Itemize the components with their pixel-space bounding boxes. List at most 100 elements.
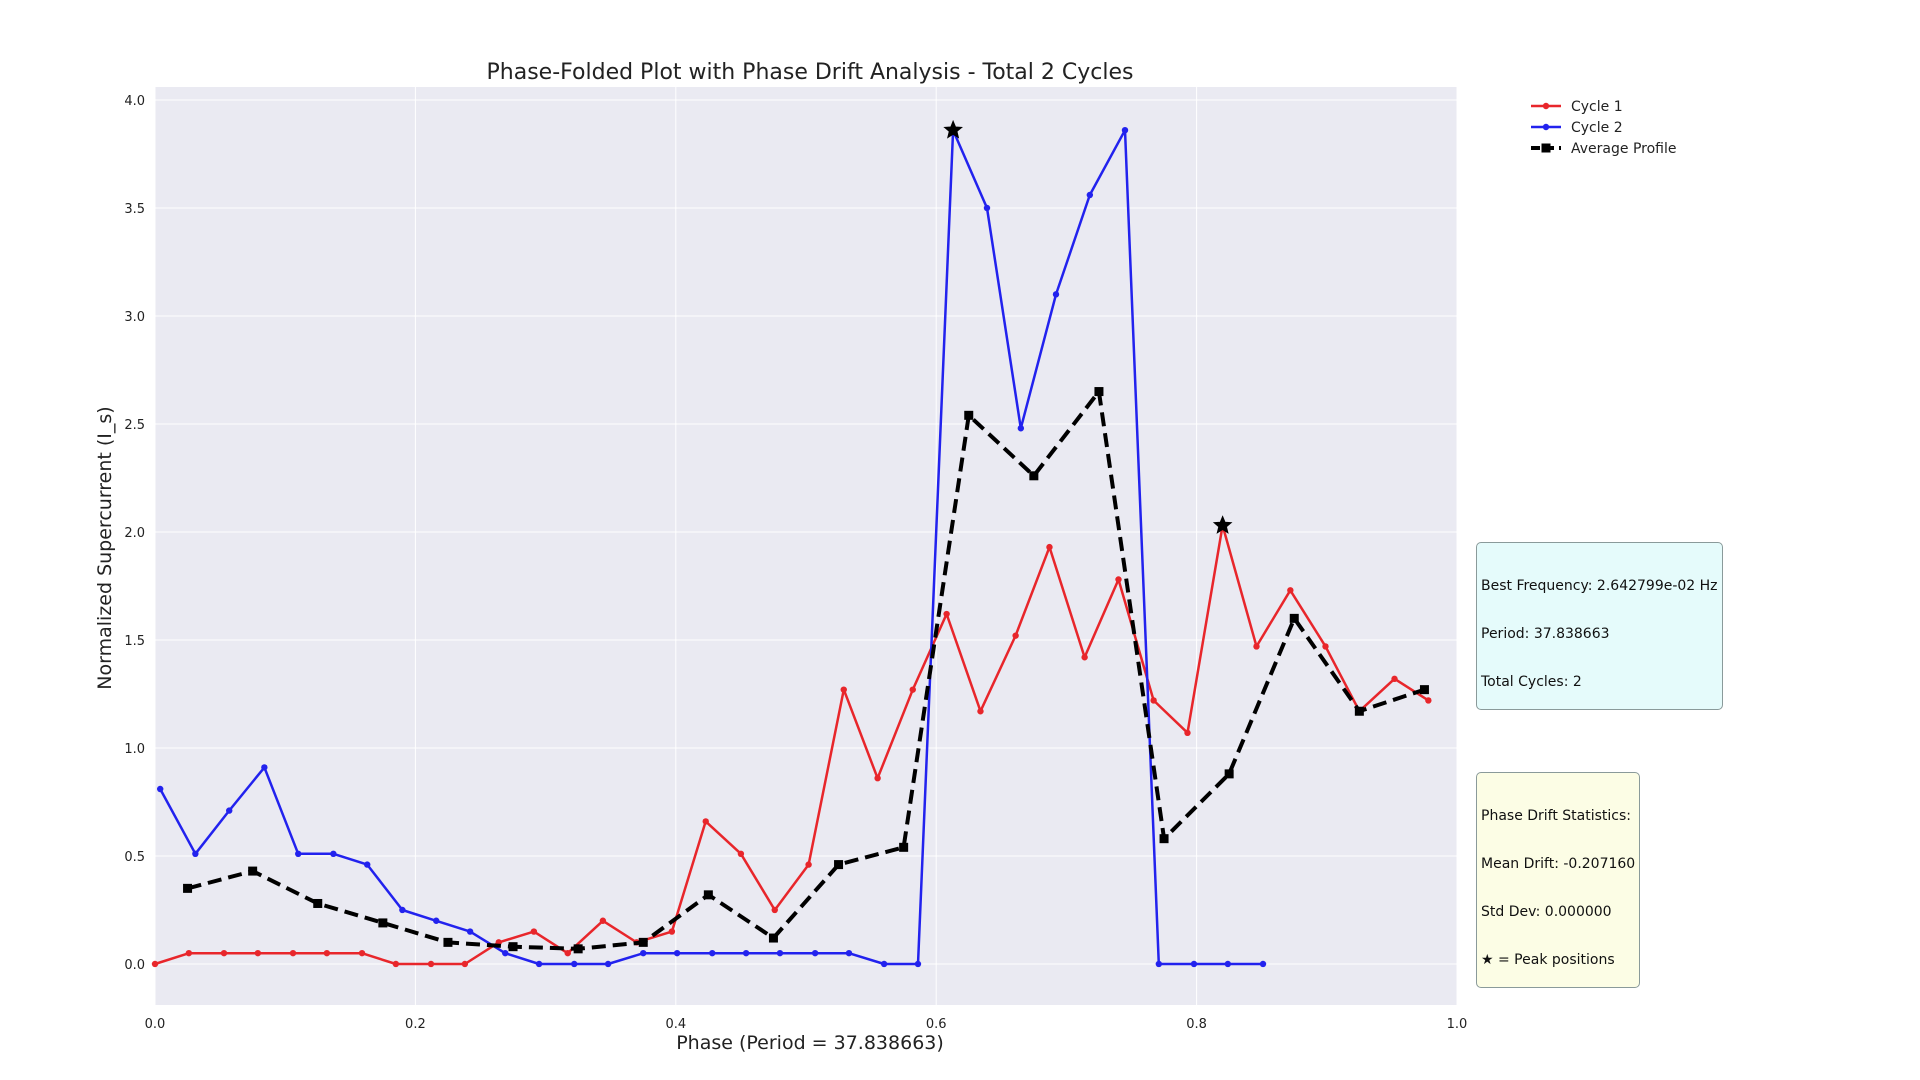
data-point bbox=[805, 861, 812, 868]
data-point bbox=[776, 949, 784, 957]
data-point bbox=[323, 949, 331, 957]
data-point bbox=[1190, 960, 1198, 968]
data-point bbox=[254, 949, 262, 957]
data-point bbox=[1287, 587, 1294, 594]
data-point bbox=[443, 937, 453, 947]
data-point bbox=[742, 949, 750, 957]
data-point bbox=[703, 890, 713, 900]
data-point bbox=[943, 610, 950, 618]
data-point bbox=[508, 942, 518, 952]
data-point bbox=[899, 842, 909, 852]
data-point bbox=[502, 949, 509, 957]
data-point bbox=[1081, 654, 1088, 661]
data-point bbox=[1184, 729, 1191, 737]
data-point bbox=[183, 883, 193, 893]
std-dev-line: Std Dev: 0.000000 bbox=[1481, 904, 1612, 920]
data-point bbox=[358, 949, 366, 957]
legend-swatch-marker bbox=[1542, 123, 1550, 131]
data-point bbox=[1115, 576, 1122, 583]
data-point bbox=[1017, 425, 1025, 432]
x-tick-label: 1.0 bbox=[1447, 1017, 1468, 1032]
data-point bbox=[295, 850, 302, 857]
series-layer bbox=[151, 127, 1432, 968]
data-point bbox=[1086, 191, 1094, 199]
data-point bbox=[1029, 471, 1039, 481]
y-tick-label: 0.5 bbox=[124, 850, 145, 865]
data-point bbox=[977, 708, 984, 715]
data-point bbox=[364, 861, 371, 868]
data-point bbox=[1419, 685, 1429, 695]
y-tick-label: 4.0 bbox=[124, 94, 145, 109]
data-point bbox=[1391, 675, 1398, 683]
data-point bbox=[640, 949, 647, 957]
chart-title: Phase-Folded Plot with Phase Drift Analy… bbox=[487, 60, 1134, 85]
x-tick-label: 0.6 bbox=[926, 1017, 947, 1032]
data-point bbox=[983, 204, 991, 212]
data-point bbox=[530, 928, 538, 935]
cycles-info-line: Total Cycles: 2 bbox=[1481, 674, 1582, 690]
data-point bbox=[1354, 706, 1364, 716]
data-point bbox=[399, 906, 406, 914]
data-point bbox=[1121, 127, 1129, 134]
y-tick-label: 3.0 bbox=[124, 310, 145, 325]
data-point bbox=[1289, 613, 1299, 623]
legend-item-cycle-2: Cycle 2 bbox=[1531, 120, 1623, 136]
y-tick-label: 2.5 bbox=[124, 418, 145, 433]
data-point bbox=[157, 785, 164, 793]
legend: Cycle 1 Cycle 2 Average Profile bbox=[1531, 99, 1676, 157]
series-cycle-1 bbox=[151, 522, 1432, 968]
period-info-line: Period: 37.838663 bbox=[1481, 626, 1610, 642]
data-point bbox=[668, 928, 676, 935]
grid bbox=[154, 87, 1458, 1005]
axis-ticks: 0.0 0.2 0.4 0.6 0.8 1.0 0.0 0.5 1.0 1.5 2.0 2.5 3.0 3… bbox=[124, 94, 1467, 1032]
legend-item-average-profile: Average Profile bbox=[1531, 141, 1676, 157]
series-line-average-profile bbox=[187, 389, 1426, 951]
x-tick-label: 0.2 bbox=[405, 1017, 426, 1032]
data-point bbox=[261, 764, 268, 771]
data-point bbox=[914, 960, 922, 968]
data-point bbox=[1159, 834, 1169, 844]
data-point bbox=[702, 818, 709, 825]
data-point bbox=[378, 918, 388, 928]
legend-swatch-marker bbox=[1542, 102, 1550, 110]
data-point bbox=[638, 937, 648, 947]
data-point bbox=[151, 960, 159, 968]
data-point bbox=[185, 949, 193, 957]
data-point bbox=[427, 960, 435, 968]
data-point bbox=[1012, 632, 1019, 639]
data-point bbox=[845, 949, 853, 957]
drift-stats-box: Phase Drift Statistics: Mean Drift: -0.2… bbox=[1476, 772, 1641, 988]
data-point bbox=[1052, 291, 1060, 298]
data-point bbox=[1046, 543, 1053, 551]
peak-star-marker bbox=[1212, 515, 1233, 534]
y-tick-label: 2.0 bbox=[124, 526, 145, 541]
x-axis-label: Phase (Period = 37.838663) bbox=[676, 1032, 944, 1054]
data-point bbox=[226, 807, 233, 814]
legend-label: Cycle 2 bbox=[1571, 120, 1623, 136]
data-point bbox=[1224, 769, 1234, 779]
data-point bbox=[834, 860, 844, 870]
data-point bbox=[1094, 387, 1104, 397]
mean-drift-line: Mean Drift: -0.207160 bbox=[1481, 856, 1636, 872]
data-point bbox=[768, 933, 778, 943]
legend-swatch-marker bbox=[1541, 143, 1551, 153]
data-point bbox=[840, 686, 847, 693]
data-point bbox=[573, 944, 583, 954]
data-point bbox=[909, 686, 916, 693]
data-point bbox=[220, 949, 228, 957]
x-tick-label: 0.4 bbox=[665, 1017, 686, 1032]
data-point bbox=[461, 960, 469, 968]
data-point bbox=[248, 866, 258, 876]
data-point bbox=[289, 949, 297, 957]
data-point bbox=[964, 410, 974, 420]
data-point bbox=[466, 928, 474, 935]
peak-star-marker bbox=[943, 119, 963, 139]
data-point bbox=[535, 960, 543, 968]
legend-label: Cycle 1 bbox=[1571, 99, 1623, 115]
data-point bbox=[330, 850, 337, 857]
plot-area bbox=[155, 87, 1457, 1005]
data-point bbox=[1253, 643, 1260, 650]
peak-markers bbox=[943, 119, 1233, 534]
data-point bbox=[1322, 643, 1329, 650]
data-point bbox=[564, 949, 571, 957]
